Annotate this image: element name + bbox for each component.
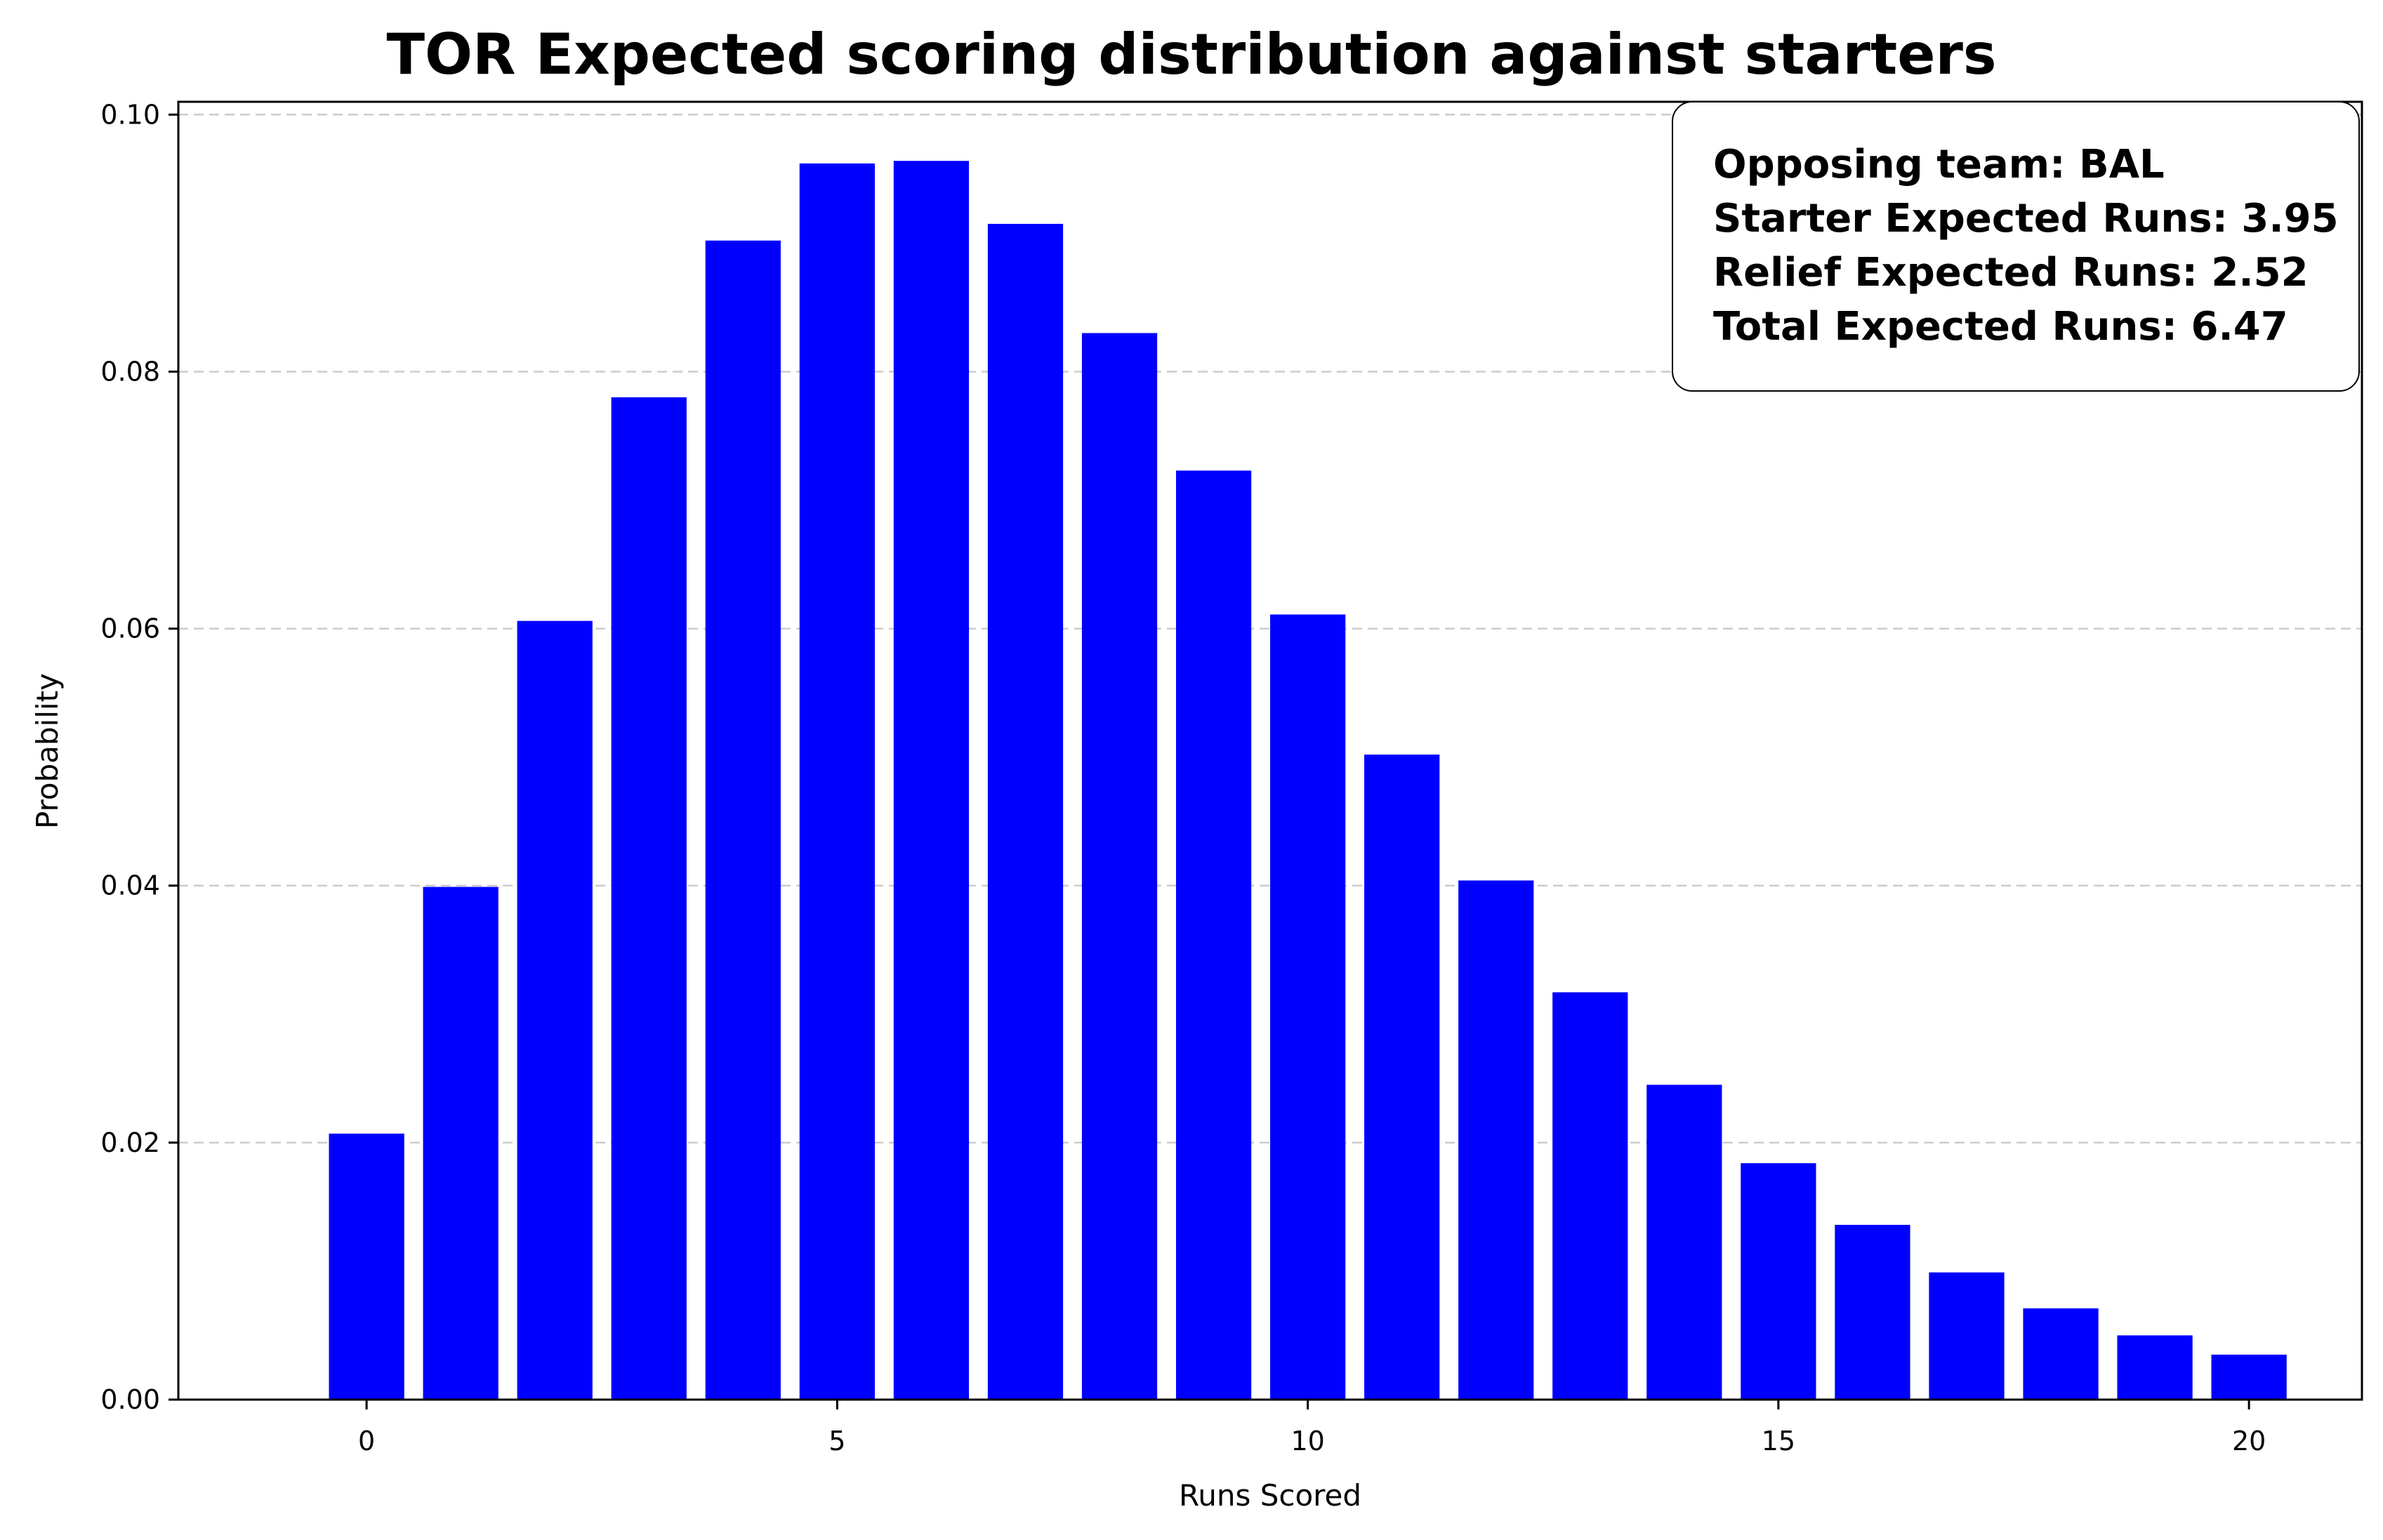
- plot-frame: [177, 100, 2363, 1401]
- bar-runs-20: [2211, 1354, 2287, 1400]
- x-tick-label: 0: [358, 1426, 375, 1456]
- x-tick-label: 20: [2232, 1426, 2266, 1456]
- bar-runs-7: [987, 223, 1064, 1400]
- bar-runs-4: [705, 240, 781, 1400]
- bar-runs-18: [2023, 1308, 2099, 1400]
- bar-runs-14: [1646, 1084, 1722, 1400]
- y-axis-label: Probability: [30, 673, 65, 829]
- bar-runs-12: [1458, 880, 1534, 1400]
- y-tick-label: 0.00: [100, 1384, 160, 1415]
- y-tick-label: 0.06: [100, 613, 160, 644]
- bars-layer: [329, 161, 2287, 1400]
- annotation-starter-expected-runs: Starter Expected Runs: 3.95: [1713, 196, 2339, 241]
- bar-runs-0: [329, 1134, 404, 1400]
- annotation-box: Opposing team: BAL Starter Expected Runs…: [1672, 101, 2360, 392]
- y-tick-label: 0.02: [100, 1127, 160, 1158]
- annotation-relief-expected-runs: Relief Expected Runs: 2.52: [1713, 250, 2309, 296]
- bar-runs-9: [1175, 470, 1252, 1400]
- bar-runs-2: [517, 620, 593, 1400]
- chart-title: TOR Expected scoring distribution agains…: [386, 22, 1996, 87]
- x-tick-label: 10: [1290, 1426, 1324, 1456]
- bar-runs-3: [611, 397, 687, 1400]
- y-tick-label: 0.04: [100, 870, 160, 901]
- bar-runs-13: [1552, 992, 1628, 1400]
- bar-runs-6: [893, 161, 970, 1400]
- annotation-opposing-team: Opposing team: BAL: [1713, 142, 2165, 187]
- bar-runs-11: [1364, 754, 1440, 1400]
- bar-runs-16: [1835, 1225, 1910, 1400]
- x-axis: 0 5 10 15 20: [358, 1400, 2266, 1456]
- bar-runs-17: [1929, 1272, 2005, 1400]
- bar-runs-10: [1270, 614, 1346, 1400]
- bar-runs-8: [1081, 333, 1158, 1400]
- x-axis-label: Runs Scored: [1179, 1478, 1361, 1513]
- bar-runs-19: [2117, 1335, 2193, 1400]
- annotation-total-expected-runs: Total Expected Runs: 6.47: [1713, 304, 2288, 350]
- x-tick-label: 5: [829, 1426, 845, 1456]
- annotation-box-frame: [1672, 101, 2360, 392]
- bar-runs-15: [1741, 1163, 1816, 1400]
- bar-runs-5: [799, 163, 875, 1400]
- y-axis: 0.00 0.02 0.04 0.06 0.08 0.10: [100, 99, 178, 1415]
- y-tick-label: 0.10: [100, 99, 160, 130]
- bar-runs-1: [423, 887, 499, 1400]
- y-tick-label: 0.08: [100, 356, 160, 387]
- x-tick-label: 15: [1762, 1426, 1795, 1456]
